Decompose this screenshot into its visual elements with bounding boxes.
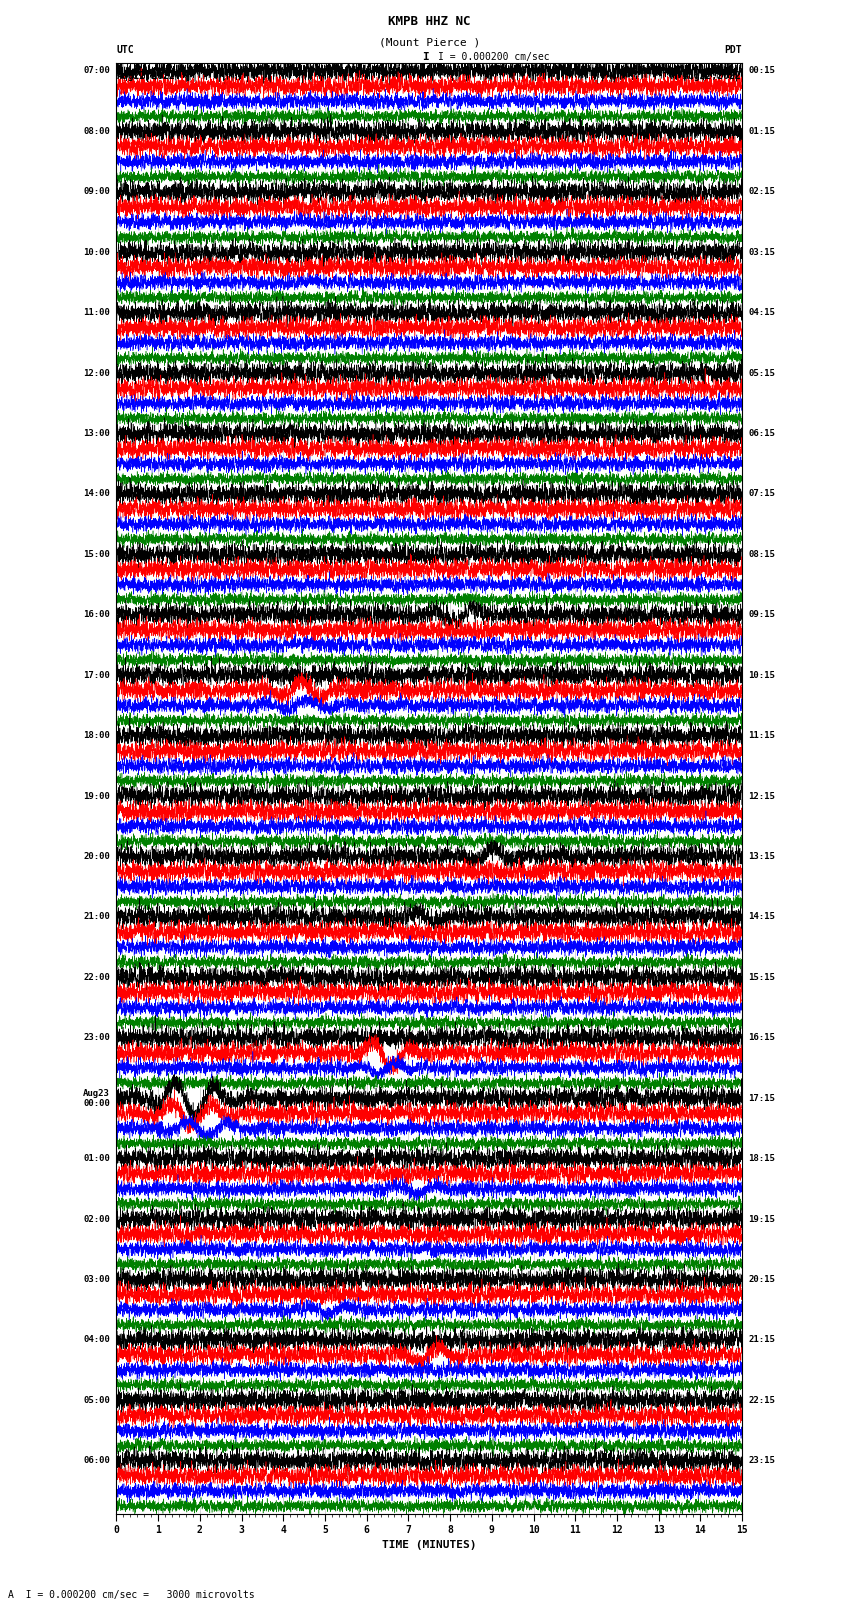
Text: 18:15: 18:15 — [748, 1155, 775, 1163]
Text: UTC: UTC — [116, 45, 134, 55]
Text: 14:00: 14:00 — [83, 489, 110, 498]
Text: 11:00: 11:00 — [83, 308, 110, 318]
Text: Aug22,2022: Aug22,2022 — [116, 71, 175, 81]
Text: 17:15: 17:15 — [748, 1094, 775, 1103]
Text: (Mount Pierce ): (Mount Pierce ) — [378, 37, 480, 47]
Text: 03:15: 03:15 — [748, 248, 775, 256]
Text: 12:00: 12:00 — [83, 369, 110, 377]
Text: 18:00: 18:00 — [83, 731, 110, 740]
Text: 12:15: 12:15 — [748, 792, 775, 800]
Text: 09:15: 09:15 — [748, 610, 775, 619]
Text: I: I — [422, 52, 428, 61]
Text: 23:15: 23:15 — [748, 1457, 775, 1465]
Text: Aug22,2022: Aug22,2022 — [683, 71, 742, 81]
Text: 05:00: 05:00 — [83, 1395, 110, 1405]
Text: 22:15: 22:15 — [748, 1395, 775, 1405]
Text: 20:00: 20:00 — [83, 852, 110, 861]
Text: 08:15: 08:15 — [748, 550, 775, 558]
Text: 04:15: 04:15 — [748, 308, 775, 318]
Text: 14:15: 14:15 — [748, 913, 775, 921]
Text: 15:00: 15:00 — [83, 550, 110, 558]
Text: A  I = 0.000200 cm/sec =   3000 microvolts: A I = 0.000200 cm/sec = 3000 microvolts — [8, 1590, 255, 1600]
Text: 05:15: 05:15 — [748, 369, 775, 377]
Text: 04:00: 04:00 — [83, 1336, 110, 1344]
Text: 17:00: 17:00 — [83, 671, 110, 679]
Text: 22:00: 22:00 — [83, 973, 110, 982]
Text: 07:15: 07:15 — [748, 489, 775, 498]
Text: 13:15: 13:15 — [748, 852, 775, 861]
Text: 09:00: 09:00 — [83, 187, 110, 197]
Text: I = 0.000200 cm/sec: I = 0.000200 cm/sec — [438, 52, 549, 61]
Text: 23:00: 23:00 — [83, 1034, 110, 1042]
Text: 07:00: 07:00 — [83, 66, 110, 76]
Text: 19:00: 19:00 — [83, 792, 110, 800]
Text: 11:15: 11:15 — [748, 731, 775, 740]
Text: PDT: PDT — [724, 45, 742, 55]
Text: KMPB HHZ NC: KMPB HHZ NC — [388, 15, 471, 27]
Text: 10:00: 10:00 — [83, 248, 110, 256]
Text: Aug23
00:00: Aug23 00:00 — [83, 1089, 110, 1108]
Text: 21:15: 21:15 — [748, 1336, 775, 1344]
Text: 10:15: 10:15 — [748, 671, 775, 679]
Text: 08:00: 08:00 — [83, 127, 110, 135]
Text: 06:00: 06:00 — [83, 1457, 110, 1465]
Text: 16:15: 16:15 — [748, 1034, 775, 1042]
Text: 20:15: 20:15 — [748, 1274, 775, 1284]
Text: 01:00: 01:00 — [83, 1155, 110, 1163]
Text: 02:15: 02:15 — [748, 187, 775, 197]
Text: 06:15: 06:15 — [748, 429, 775, 439]
X-axis label: TIME (MINUTES): TIME (MINUTES) — [382, 1540, 477, 1550]
Text: 03:00: 03:00 — [83, 1274, 110, 1284]
Text: 01:15: 01:15 — [748, 127, 775, 135]
Text: 15:15: 15:15 — [748, 973, 775, 982]
Text: 13:00: 13:00 — [83, 429, 110, 439]
Text: 16:00: 16:00 — [83, 610, 110, 619]
Text: 02:00: 02:00 — [83, 1215, 110, 1224]
Text: 19:15: 19:15 — [748, 1215, 775, 1224]
Text: 21:00: 21:00 — [83, 913, 110, 921]
Text: 00:15: 00:15 — [748, 66, 775, 76]
